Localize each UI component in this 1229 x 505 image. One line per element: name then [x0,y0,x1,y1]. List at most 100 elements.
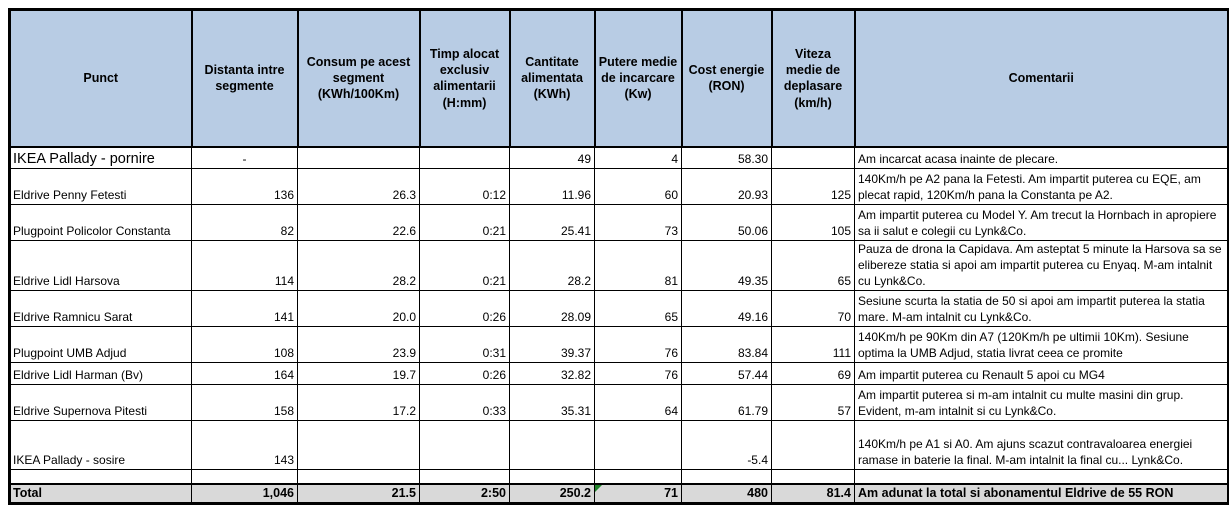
cell-distanta[interactable]: 108 [191,326,298,363]
cell-putere[interactable]: 81 [594,240,682,291]
col-header-viteza[interactable]: Viteza medie de deplasare (km/h) [770,8,856,148]
cell-comentarii[interactable]: Am impartit puterea cu Model Y. Am trecu… [854,204,1229,241]
cell-timp[interactable]: 0:33 [419,384,510,421]
cell-timp[interactable]: 0:12 [419,168,510,205]
cell-punct[interactable]: Eldrive Lidl Harman (Bv) [9,362,192,385]
cell-viteza[interactable]: 70 [771,290,855,327]
cell-putere[interactable]: 76 [594,362,682,385]
cell-punct[interactable]: Eldrive Supernova Pitesti [9,384,192,421]
cell-putere[interactable]: 4 [594,146,682,169]
cell-consum[interactable]: 26.3 [297,168,420,205]
cell-cost[interactable]: 58.30 [681,146,772,169]
cell-punct[interactable]: IKEA Pallady - pornire [9,146,192,169]
cell-comentarii[interactable]: Sesiune scurta la statia de 50 si apoi a… [854,290,1229,327]
col-header-consum[interactable]: Consum pe acest segment (KWh/100Km) [296,8,421,148]
col-header-putere[interactable]: Putere medie de incarcare (Kw) [593,8,683,148]
cell-viteza[interactable]: 57 [771,384,855,421]
cell-cost[interactable]: 50.06 [681,204,772,241]
cell-distanta[interactable]: 143 [191,420,298,470]
cell-punct[interactable]: Eldrive Lidl Harsova [9,240,192,291]
cell-empty[interactable] [681,469,772,484]
cell-punct[interactable]: Eldrive Penny Fetesti [9,168,192,205]
cell-empty[interactable] [419,469,510,484]
cell-viteza[interactable] [771,146,855,169]
cell-consum[interactable] [297,420,420,470]
cell-comentarii[interactable]: 140Km/h pe A2 pana la Fetesti. Am impart… [854,168,1229,205]
cell-cantitate[interactable]: 28.09 [509,290,595,327]
cell-distanta[interactable]: 114 [191,240,298,291]
cell-viteza[interactable]: 111 [771,326,855,363]
col-header-punct[interactable]: Punct [8,8,193,148]
col-header-comentarii[interactable]: Comentarii [853,8,1229,148]
cell-empty[interactable] [594,469,682,484]
cell-total-cost[interactable]: 480 [681,482,772,505]
cell-total-consum[interactable]: 21.5 [297,482,420,505]
cell-consum[interactable]: 20.0 [297,290,420,327]
cell-cantitate[interactable] [509,420,595,470]
cell-consum[interactable]: 23.9 [297,326,420,363]
cell-consum[interactable]: 19.7 [297,362,420,385]
cell-comentarii[interactable]: Am incarcat acasa inainte de plecare. [854,146,1229,169]
col-header-cantitate[interactable]: Cantitate alimentata (KWh) [508,8,596,148]
cell-cantitate[interactable]: 39.37 [509,326,595,363]
cell-distanta[interactable]: 164 [191,362,298,385]
cell-punct[interactable]: Eldrive Ramnicu Sarat [9,290,192,327]
cell-timp[interactable]: 0:26 [419,362,510,385]
cell-viteza[interactable]: 69 [771,362,855,385]
cell-cantitate[interactable]: 35.31 [509,384,595,421]
cell-viteza[interactable]: 65 [771,240,855,291]
cell-comentarii[interactable]: Am impartit puterea si m-am intalnit cu … [854,384,1229,421]
cell-empty[interactable] [509,469,595,484]
cell-viteza[interactable]: 105 [771,204,855,241]
col-header-cost[interactable]: Cost energie (RON) [680,8,773,148]
cell-cost[interactable]: 83.84 [681,326,772,363]
cell-cantitate[interactable]: 11.96 [509,168,595,205]
cell-punct[interactable]: Plugpoint UMB Adjud [9,326,192,363]
cell-timp[interactable] [419,420,510,470]
cell-empty[interactable] [297,469,420,484]
cell-total-putere[interactable]: 71 [594,482,682,505]
cell-total-cantitate[interactable]: 250.2 [509,482,595,505]
cell-consum[interactable]: 28.2 [297,240,420,291]
cell-cantitate[interactable]: 25.41 [509,204,595,241]
col-header-distanta[interactable]: Distanta intre segmente [190,8,299,148]
cell-cost[interactable]: 49.16 [681,290,772,327]
cell-timp[interactable]: 0:26 [419,290,510,327]
cell-comentarii[interactable]: Pauza de drona la Capidava. Am asteptat … [854,240,1229,291]
cell-viteza[interactable] [771,420,855,470]
cell-cost[interactable]: 61.79 [681,384,772,421]
cell-distanta[interactable]: 158 [191,384,298,421]
cell-cantitate[interactable]: 28.2 [509,240,595,291]
cell-empty[interactable] [191,469,298,484]
cell-empty[interactable] [854,469,1229,484]
cell-cost[interactable]: 57.44 [681,362,772,385]
cell-punct[interactable]: Plugpoint Policolor Constanta [9,204,192,241]
cell-total-comentarii[interactable]: Am adunat la total si abonamentul Eldriv… [854,482,1229,505]
cell-distanta[interactable]: 136 [191,168,298,205]
cell-putere[interactable] [594,420,682,470]
cell-comentarii[interactable]: 140Km/h pe A1 si A0. Am ajuns scazut con… [854,420,1229,470]
cell-timp[interactable]: 0:21 [419,240,510,291]
cell-putere[interactable]: 65 [594,290,682,327]
cell-timp[interactable] [419,146,510,169]
cell-consum[interactable]: 22.6 [297,204,420,241]
cell-distanta[interactable]: 141 [191,290,298,327]
cell-empty[interactable] [9,469,192,484]
cell-consum[interactable] [297,146,420,169]
cell-cantitate[interactable]: 32.82 [509,362,595,385]
cell-comentarii[interactable]: 140Km/h pe 90Km din A7 (120Km/h pe ultim… [854,326,1229,363]
cell-cost[interactable]: 20.93 [681,168,772,205]
cell-distanta[interactable]: 82 [191,204,298,241]
cell-putere[interactable]: 76 [594,326,682,363]
cell-distanta[interactable]: - [191,146,298,169]
cell-comentarii[interactable]: Am impartit puterea cu Renault 5 apoi cu… [854,362,1229,385]
cell-timp[interactable]: 0:21 [419,204,510,241]
cell-total-timp[interactable]: 2:50 [419,482,510,505]
cell-total-viteza[interactable]: 81.4 [771,482,855,505]
cell-putere[interactable]: 73 [594,204,682,241]
cell-putere[interactable]: 60 [594,168,682,205]
cell-cantitate[interactable]: 49 [509,146,595,169]
cell-putere[interactable]: 64 [594,384,682,421]
cell-viteza[interactable]: 125 [771,168,855,205]
cell-cost[interactable]: 49.35 [681,240,772,291]
